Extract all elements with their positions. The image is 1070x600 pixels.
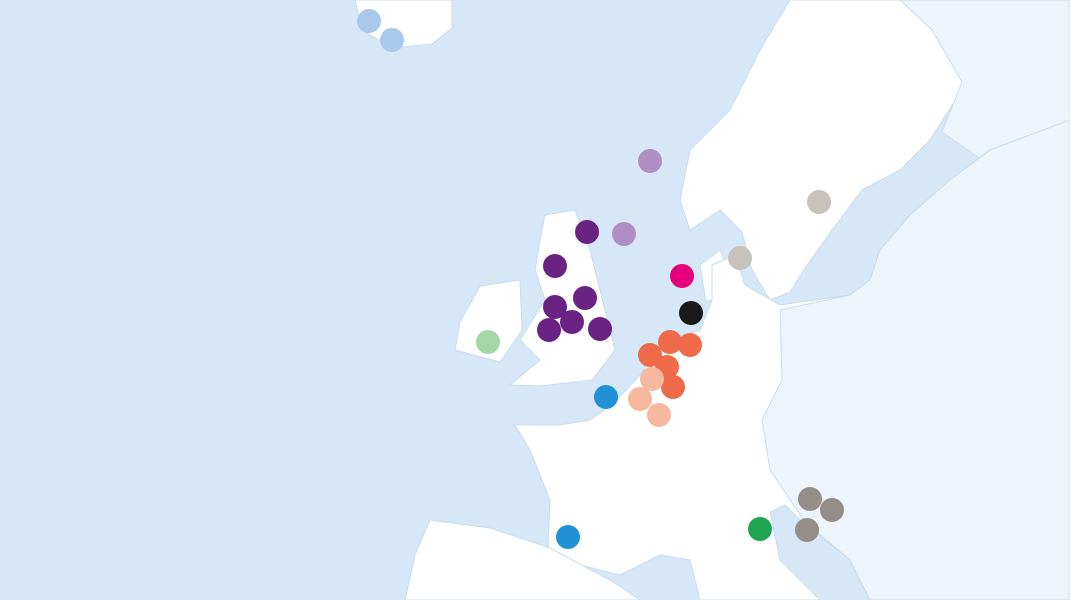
marker[interactable] — [661, 375, 685, 399]
marker[interactable] — [638, 149, 662, 173]
marker[interactable] — [537, 318, 561, 342]
marker[interactable] — [556, 525, 580, 549]
eastern-europe — [761, 119, 1070, 600]
scandinavia — [679, 0, 963, 301]
marker[interactable] — [658, 330, 682, 354]
marker[interactable] — [560, 310, 584, 334]
marker[interactable] — [728, 246, 752, 270]
marker[interactable] — [798, 487, 822, 511]
marker[interactable] — [638, 343, 662, 367]
marker[interactable] — [647, 403, 671, 427]
finland — [899, 0, 1070, 163]
marker[interactable] — [820, 498, 844, 522]
marker[interactable] — [678, 333, 702, 357]
marker[interactable] — [748, 517, 772, 541]
markers — [357, 9, 844, 549]
marker[interactable] — [807, 190, 831, 214]
marker[interactable] — [670, 264, 694, 288]
marker[interactable] — [594, 385, 618, 409]
marker[interactable] — [795, 518, 819, 542]
marker[interactable] — [380, 28, 404, 52]
marker[interactable] — [543, 254, 567, 278]
marker[interactable] — [612, 222, 636, 246]
ireland — [454, 279, 523, 363]
marker[interactable] — [640, 367, 664, 391]
marker[interactable] — [543, 295, 567, 319]
marker[interactable] — [573, 286, 597, 310]
marker[interactable] — [575, 220, 599, 244]
marker[interactable] — [679, 301, 703, 325]
marker[interactable] — [357, 9, 381, 33]
marker[interactable] — [628, 387, 652, 411]
marker[interactable] — [588, 317, 612, 341]
iberia — [404, 519, 641, 600]
marker[interactable] — [476, 330, 500, 354]
